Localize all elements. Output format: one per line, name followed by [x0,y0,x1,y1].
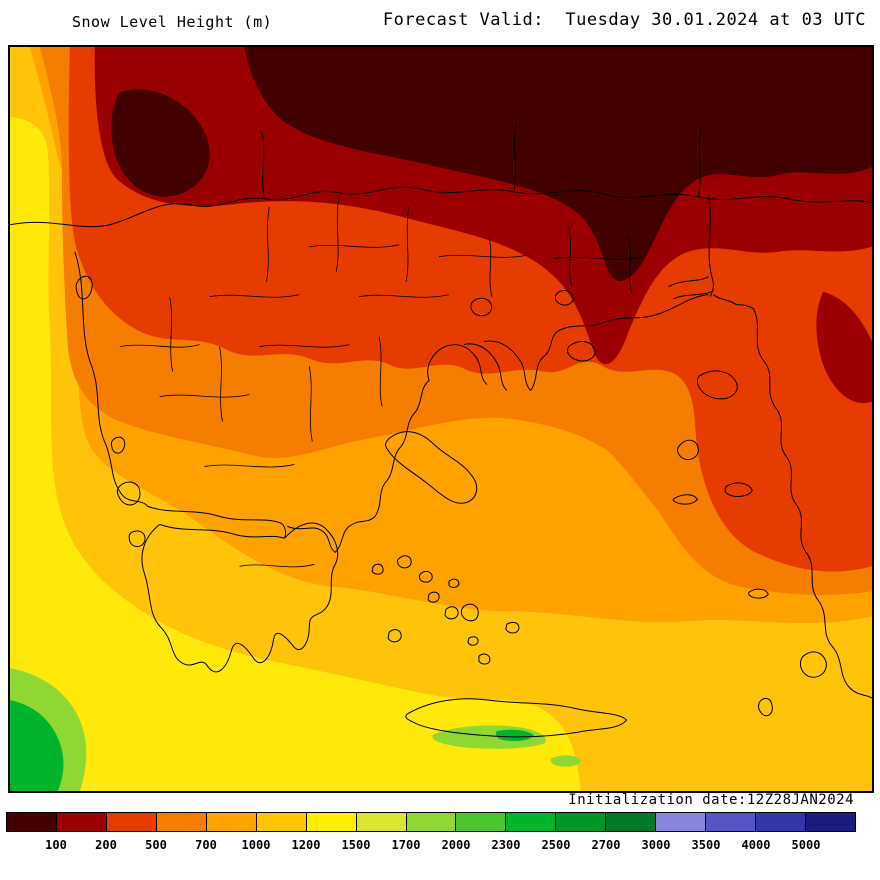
legend-cell [756,813,806,831]
legend-tick-label: 200 [95,838,117,852]
field-lightgreen-1700-2000 [10,668,582,791]
map-frame [8,45,874,793]
admin-borders [119,196,644,568]
legend-tick-label: 1200 [291,838,321,852]
island-euboea-crete [385,431,628,738]
islands-ionian [75,275,146,548]
legend-colorbar [6,812,856,832]
legend-tick-label: 1000 [241,838,271,852]
legend-cell [256,813,307,831]
legend-tick-label: 700 [195,838,217,852]
legend-tick-label: 2700 [591,838,621,852]
map-title: Snow Level Height (m) [72,13,273,31]
legend-cell [56,813,107,831]
legend-cell [706,813,757,831]
legend-cell [506,813,557,831]
legend-cell [406,813,457,831]
islands-cyclades [371,555,520,665]
legend-tick-label: 2000 [441,838,471,852]
country-borders [10,122,872,297]
coastline-west [74,251,287,539]
islands-aegean [470,290,827,717]
legend-cell [356,813,407,831]
legend-cell [106,813,157,831]
field-maroon-lt100 [111,47,872,281]
legend-tick-label: 3000 [641,838,671,852]
coastline-peloponnese [141,522,339,673]
legend-cell [206,813,257,831]
legend-tick-label: 2300 [491,838,521,852]
legend-tick-label: 100 [45,838,67,852]
legend-cell [606,813,657,831]
legend-tick-label: 3500 [691,838,721,852]
legend-cell [556,813,607,831]
legend-tick-label: 1700 [391,838,421,852]
legend-cell [656,813,707,831]
legend-tick-label: 500 [145,838,167,852]
legend-tick-label: 2500 [541,838,571,852]
map-svg [10,47,872,791]
legend-cell [7,813,57,831]
legend-cell [806,813,855,831]
field-yellow-1200-1500 [10,116,581,791]
forecast-valid-label: Forecast Valid: Tuesday 30.01.2024 at 03… [382,10,866,30]
legend-tick-label: 4000 [741,838,771,852]
legend-cell [156,813,207,831]
initialization-date: Initialization date:12Z28JAN2024 [568,792,854,808]
coastline-east-north [287,294,709,553]
legend-cell [306,813,357,831]
legend-cell [456,813,507,831]
coastline-turkey [668,276,872,699]
legend-tick-label: 5000 [791,838,821,852]
legend-labels: 100 200 500 700 1000 1200 1500 1700 2000 2300 2500… [6,838,856,854]
legend-tick-label: 1500 [341,838,371,852]
